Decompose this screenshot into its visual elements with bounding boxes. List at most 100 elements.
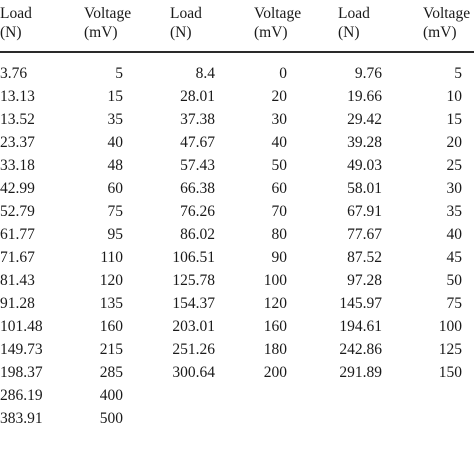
voltage-cell: 10 <box>446 88 463 105</box>
load-cell: 203.01 <box>172 318 215 335</box>
voltage-cell: 15 <box>107 88 124 105</box>
header-voltage-2: Voltage (mV) <box>254 4 301 42</box>
voltage-cell: 45 <box>446 249 463 266</box>
load-cell: 77.67 <box>347 226 382 243</box>
load-cell: 13.52 <box>0 111 35 128</box>
voltage-cell: 95 <box>107 226 124 243</box>
table-row: 61.77 95 86.02 80 77.67 40 <box>0 225 474 248</box>
load-cell: 29.42 <box>347 111 382 128</box>
voltage-cell: 135 <box>99 295 123 312</box>
header-load-1-name: Load <box>0 5 32 22</box>
load-cell: 149.73 <box>0 341 43 358</box>
voltage-cell: 120 <box>99 272 123 289</box>
header-voltage-1: Voltage (mV) <box>84 4 131 42</box>
load-cell: 242.86 <box>339 341 382 358</box>
load-cell: 3.76 <box>0 65 28 82</box>
load-cell: 194.61 <box>339 318 382 335</box>
table-header: Load (N) Voltage (mV) Load (N) Voltage (… <box>0 0 474 51</box>
voltage-cell: 75 <box>446 295 463 312</box>
voltage-cell: 5 <box>115 65 123 82</box>
voltage-cell: 50 <box>271 157 288 174</box>
voltage-cell: 100 <box>438 318 462 335</box>
header-voltage-3-name: Voltage <box>423 5 471 22</box>
load-cell: 97.28 <box>347 272 382 289</box>
voltage-cell: 100 <box>263 272 287 289</box>
load-cell: 71.67 <box>0 249 35 266</box>
voltage-cell: 285 <box>99 364 123 381</box>
load-cell: 106.51 <box>172 249 215 266</box>
header-voltage-2-name: Voltage <box>254 5 302 22</box>
load-cell: 58.01 <box>347 180 382 197</box>
load-cell: 52.79 <box>0 203 35 220</box>
header-divider <box>0 51 474 53</box>
table-row: 52.79 75 76.26 70 67.91 35 <box>0 202 474 225</box>
voltage-cell: 40 <box>446 226 463 243</box>
header-voltage-1-name: Voltage <box>84 5 132 22</box>
voltage-cell: 200 <box>263 364 287 381</box>
voltage-cell: 15 <box>446 111 463 128</box>
voltage-cell: 40 <box>271 134 288 151</box>
header-voltage-1-unit: (mV) <box>84 24 118 41</box>
table-row: 13.13 15 28.01 20 19.66 10 <box>0 87 474 110</box>
table-row: 81.43 120 125.78 100 97.28 50 <box>0 271 474 294</box>
header-load-3-unit: (N) <box>338 24 360 41</box>
load-cell: 66.38 <box>180 180 215 197</box>
header-load-1-unit: (N) <box>0 24 22 41</box>
voltage-cell: 75 <box>107 203 124 220</box>
load-cell: 81.43 <box>0 272 35 289</box>
voltage-cell: 110 <box>100 249 123 266</box>
voltage-cell: 40 <box>107 134 124 151</box>
load-cell: 300.64 <box>172 364 215 381</box>
load-cell: 251.26 <box>172 341 215 358</box>
load-cell: 383.91 <box>0 410 43 427</box>
load-cell: 42.99 <box>0 180 35 197</box>
voltage-cell: 20 <box>446 134 463 151</box>
load-cell: 61.77 <box>0 226 35 243</box>
table-row: 71.67 110 106.51 90 87.52 45 <box>0 248 474 271</box>
table-row: 91.28 135 154.37 120 145.97 75 <box>0 294 474 317</box>
load-cell: 13.13 <box>0 88 35 105</box>
table-row: 23.37 40 47.67 40 39.28 20 <box>0 133 474 156</box>
load-cell: 154.37 <box>172 295 215 312</box>
voltage-cell: 60 <box>271 180 288 197</box>
voltage-cell: 30 <box>271 111 288 128</box>
load-cell: 87.52 <box>347 249 382 266</box>
load-cell: 47.67 <box>180 134 215 151</box>
voltage-cell: 48 <box>107 157 124 174</box>
load-cell: 23.37 <box>0 134 35 151</box>
voltage-cell: 30 <box>446 180 463 197</box>
load-cell: 76.26 <box>180 203 215 220</box>
voltage-cell: 70 <box>271 203 288 220</box>
voltage-cell: 215 <box>99 341 123 358</box>
voltage-cell: 25 <box>446 157 463 174</box>
header-load-3-name: Load <box>338 5 370 22</box>
load-cell: 57.43 <box>180 157 215 174</box>
voltage-cell: 160 <box>263 318 287 335</box>
header-voltage-3: Voltage (mV) <box>423 4 470 42</box>
voltage-cell: 125 <box>438 341 462 358</box>
load-cell: 9.76 <box>354 65 382 82</box>
load-cell: 291.89 <box>339 364 382 381</box>
voltage-cell: 500 <box>99 410 123 427</box>
voltage-cell: 400 <box>99 387 123 404</box>
load-cell: 101.48 <box>0 318 43 335</box>
header-voltage-2-unit: (mV) <box>254 24 288 41</box>
voltage-cell: 0 <box>279 65 287 82</box>
voltage-cell: 80 <box>271 226 288 243</box>
load-cell: 19.66 <box>347 88 382 105</box>
table-row: 33.18 48 57.43 50 49.03 25 <box>0 156 474 179</box>
table-row: 198.37 285 300.64 200 291.89 150 <box>0 363 474 386</box>
header-load-3: Load (N) <box>338 4 370 42</box>
header-load-2-name: Load <box>170 5 202 22</box>
table-row: 383.91 500 <box>0 409 474 432</box>
voltage-cell: 35 <box>446 203 463 220</box>
load-cell: 28.01 <box>180 88 215 105</box>
voltage-cell: 160 <box>99 318 123 335</box>
table-row: 3.76 5 8.4 0 9.76 5 <box>0 64 474 87</box>
load-cell: 145.97 <box>339 295 382 312</box>
load-cell: 8.4 <box>195 65 215 82</box>
load-cell: 39.28 <box>347 134 382 151</box>
header-load-2: Load (N) <box>170 4 202 42</box>
header-voltage-3-unit: (mV) <box>423 24 457 41</box>
